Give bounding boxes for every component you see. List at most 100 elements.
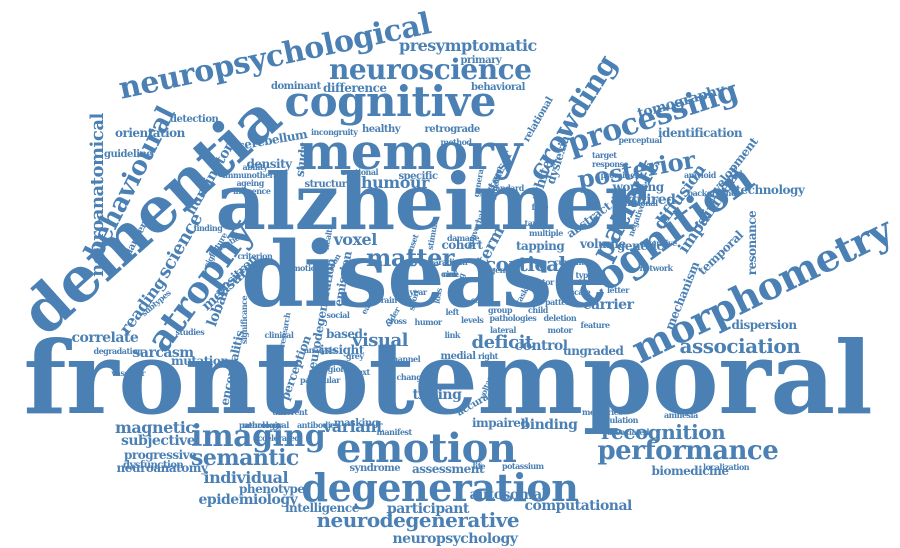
cloud-word: cross bbox=[385, 316, 407, 326]
cloud-word: individual bbox=[203, 468, 289, 487]
cloud-word: emotional bbox=[287, 263, 329, 273]
cloud-word: analysis bbox=[304, 345, 336, 355]
cloud-word: masking bbox=[334, 418, 379, 429]
cloud-word: biomedicine bbox=[651, 464, 729, 478]
cloud-word: lateral bbox=[490, 325, 516, 335]
cloud-word: prominent bbox=[600, 170, 644, 180]
cloud-word: year bbox=[409, 287, 428, 297]
cloud-word: presymptomatic bbox=[399, 36, 537, 55]
cloud-word: deletion bbox=[543, 313, 577, 323]
cloud-word: resonance bbox=[745, 210, 760, 276]
cloud-word: deficit bbox=[471, 332, 534, 353]
cloud-word: response bbox=[592, 159, 629, 169]
cloud-word: extensive bbox=[639, 238, 678, 248]
cloud-word: identification bbox=[658, 126, 743, 140]
cloud-word: neurology bbox=[242, 420, 283, 430]
cloud-word: based bbox=[326, 327, 363, 341]
cloud-word: amnesia bbox=[664, 410, 698, 420]
cloud-word: levels bbox=[461, 315, 484, 325]
cloud-word: change bbox=[396, 372, 427, 382]
cloud-word: national bbox=[624, 198, 659, 208]
cloud-word: memory bbox=[298, 122, 523, 181]
cloud-word: link bbox=[444, 330, 461, 340]
cloud-word: life bbox=[472, 461, 486, 471]
cloud-word: localization bbox=[703, 462, 750, 472]
cloud-word: memories bbox=[582, 407, 623, 417]
cloud-word: regional bbox=[319, 364, 354, 374]
cloud-word: amyloid bbox=[684, 170, 716, 180]
cloud-word: antibodies bbox=[297, 420, 339, 430]
cloud-word: text bbox=[354, 367, 371, 377]
cloud-word: sarcasm bbox=[132, 345, 195, 361]
cloud-word: multiple bbox=[529, 228, 563, 238]
cloud-word: motor bbox=[547, 325, 573, 335]
cloud-word: control bbox=[514, 338, 569, 354]
cloud-word: voxel bbox=[333, 230, 378, 249]
cloud-word: potassium bbox=[502, 461, 544, 471]
cloud-word: current bbox=[554, 257, 585, 267]
cloud-word: cohort bbox=[441, 238, 483, 252]
cloud-word: target bbox=[592, 150, 617, 160]
cloud-word: loss bbox=[430, 287, 444, 305]
cloud-word: association bbox=[679, 334, 801, 358]
cloud-word: finding bbox=[193, 223, 223, 233]
cloud-word: neurodegenerative bbox=[316, 508, 520, 532]
cloud-word: guideline bbox=[104, 149, 153, 160]
cloud-word: left bbox=[445, 307, 460, 317]
cloud-word: tapping bbox=[516, 239, 565, 253]
cloud-word: criterion bbox=[237, 251, 273, 261]
cloud-word: factor bbox=[530, 277, 554, 287]
cloud-word: magnetic bbox=[115, 418, 195, 437]
cloud-word: emotion bbox=[336, 425, 517, 472]
cloud-word: humour bbox=[361, 173, 429, 192]
cloud-word: mri bbox=[443, 269, 458, 279]
cloud-word: epidemiology bbox=[198, 492, 298, 508]
cloud-word: pathologies bbox=[489, 313, 537, 323]
cloud-word: correlate bbox=[71, 330, 139, 346]
cloud-word: technology bbox=[735, 183, 805, 197]
cloud-word: risk bbox=[442, 269, 459, 279]
cloud-word: dominant bbox=[271, 81, 321, 92]
cloud-word: visual bbox=[352, 330, 409, 351]
cloud-word: vascular bbox=[111, 368, 146, 378]
cloud-word: significance bbox=[239, 295, 250, 345]
cloud-word: computational bbox=[524, 498, 633, 514]
cloud-word: dysfunction bbox=[123, 460, 184, 471]
cloud-word: influence bbox=[233, 186, 271, 196]
cloud-word: sectional bbox=[342, 167, 379, 177]
cloud-word: difference bbox=[323, 81, 387, 95]
cloud-word: autosomal bbox=[469, 487, 547, 503]
cloud-word: phenotype bbox=[239, 482, 305, 496]
cloud-word: imaging bbox=[191, 419, 326, 454]
cloud-word: cortical bbox=[484, 252, 566, 276]
cloud-word: genetic bbox=[617, 239, 664, 253]
cloud-word: detection bbox=[170, 114, 219, 125]
cloud-word: performance bbox=[597, 436, 779, 466]
cloud-word: associated bbox=[607, 427, 650, 437]
cloud-word: damage bbox=[447, 233, 480, 243]
cloud-word: structural bbox=[304, 179, 357, 190]
cloud-word: acquired bbox=[610, 192, 676, 208]
cloud-word: assessment bbox=[412, 462, 485, 476]
cloud-word: type bbox=[575, 270, 594, 280]
cloud-word: intelligence bbox=[285, 501, 359, 515]
cloud-word: background bbox=[687, 188, 737, 198]
cloud-word: matter bbox=[366, 243, 455, 272]
cloud-word: timing bbox=[412, 387, 462, 403]
cloud-word: cognitive bbox=[284, 77, 497, 126]
cloud-word: network bbox=[639, 263, 674, 273]
cloud-word: brain bbox=[375, 295, 398, 305]
cloud-word: medial bbox=[440, 351, 477, 362]
cloud-word: impaired bbox=[472, 416, 529, 430]
cloud-word: scan bbox=[471, 295, 490, 305]
cloud-word: particular bbox=[300, 375, 340, 385]
cloud-word: behavioral bbox=[471, 82, 525, 93]
cloud-word: studies bbox=[175, 327, 205, 337]
cloud-word: clinical bbox=[264, 330, 294, 340]
cloud-word: mutation bbox=[171, 354, 229, 368]
cloud-word: neuroanatomy bbox=[116, 461, 208, 475]
cloud-word: working bbox=[612, 180, 665, 194]
cloud-word: neuropsychology bbox=[392, 531, 518, 547]
cloud-word: participant bbox=[387, 501, 469, 517]
